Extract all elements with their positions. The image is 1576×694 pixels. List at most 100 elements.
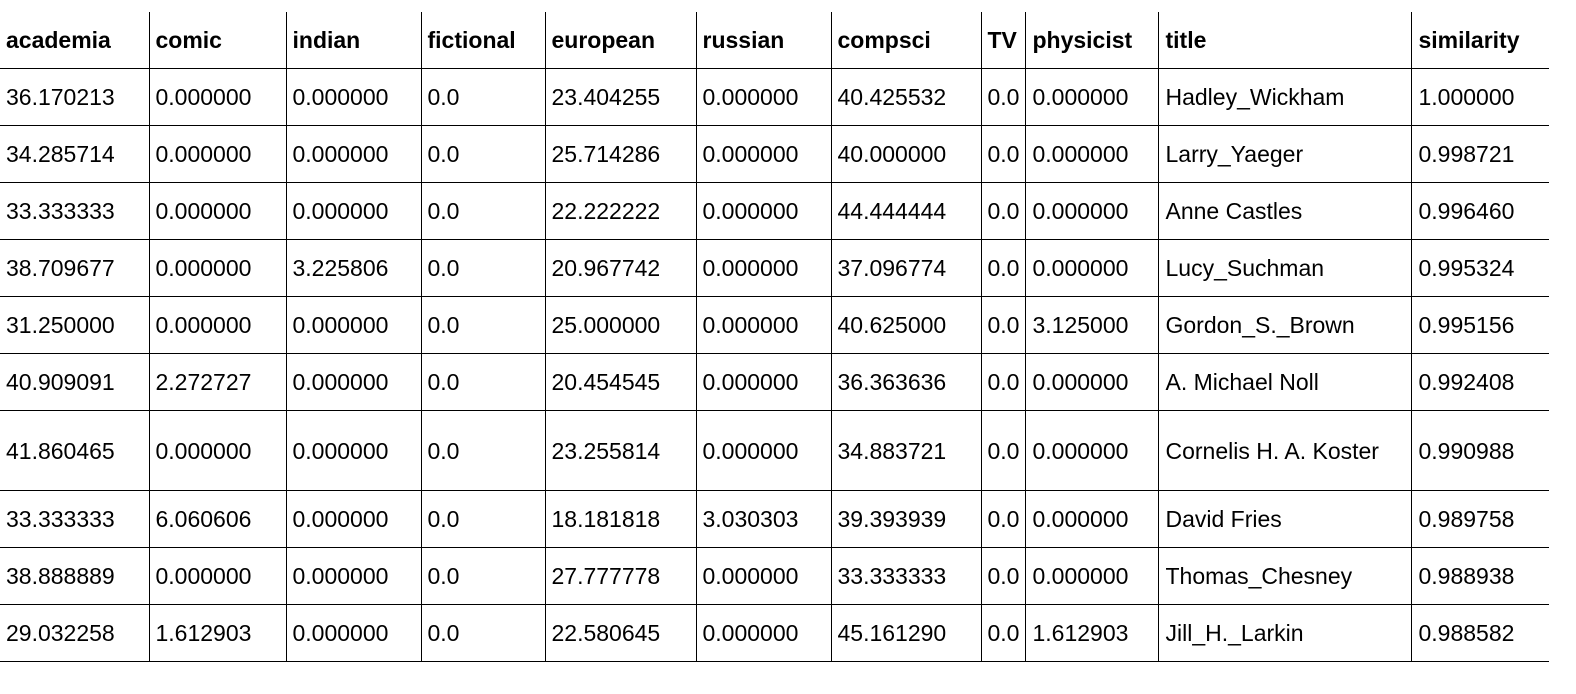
cell-comic: 0.000000 [148,182,287,240]
cell-similarity: 0.988938 [1411,547,1549,605]
cell-physicist: 0.000000 [1025,239,1160,297]
cell-russian: 0.000000 [695,125,832,183]
cell-european: 20.454545 [544,353,697,411]
cell-academia: 36.170213 [0,68,150,126]
cell-european: 23.255814 [544,410,697,491]
cell-compsci: 45.161290 [830,604,982,662]
cell-compsci: 44.444444 [830,182,982,240]
column-header-fictional: fictional [420,12,546,69]
cell-comic: 1.612903 [148,604,287,662]
table-row: 36.170213 0.000000 0.000000 0.0 23.404255 0.0… [0,68,1549,126]
cell-comic: 2.272727 [148,353,287,411]
cell-indian: 3.225806 [285,239,422,297]
cell-comic: 6.060606 [148,490,287,548]
cell-european: 22.222222 [544,182,697,240]
cell-academia: 31.250000 [0,296,150,354]
table-header-row: academia comic indian fictional european… [0,12,1549,69]
cell-compsci: 40.625000 [830,296,982,354]
column-header-similarity: similarity [1411,12,1549,69]
cell-european: 23.404255 [544,68,697,126]
column-header-physicist: physicist [1025,12,1160,69]
cell-russian: 0.000000 [695,68,832,126]
cell-title: Anne Castles [1158,182,1413,240]
cell-indian: 0.000000 [285,296,422,354]
cell-academia: 38.888889 [0,547,150,605]
cell-similarity: 0.990988 [1411,410,1549,491]
table-body: 36.170213 0.000000 0.000000 0.0 23.404255 0.0… [0,68,1549,662]
column-header-academia: academia [0,12,150,69]
cell-physicist: 3.125000 [1025,296,1160,354]
cell-academia: 33.333333 [0,490,150,548]
cell-russian: 0.000000 [695,296,832,354]
cell-russian: 0.000000 [695,547,832,605]
cell-compsci: 39.393939 [830,490,982,548]
cell-compsci: 40.000000 [830,125,982,183]
cell-tv: 0.0 [980,239,1027,297]
table-row: 40.909091 2.272727 0.000000 0.0 20.454545 0.0… [0,353,1549,411]
cell-comic: 0.000000 [148,239,287,297]
cell-european: 18.181818 [544,490,697,548]
cell-fictional: 0.0 [420,125,546,183]
cell-comic: 0.000000 [148,68,287,126]
table-row: 41.860465 0.000000 0.000000 0.0 23.255814 0.0… [0,410,1549,491]
cell-compsci: 33.333333 [830,547,982,605]
column-header-tv: TV [980,12,1027,69]
cell-title: Gordon_S._Brown [1158,296,1413,354]
cell-fictional: 0.0 [420,353,546,411]
cell-similarity: 0.989758 [1411,490,1549,548]
cell-physicist: 0.000000 [1025,490,1160,548]
cell-tv: 0.0 [980,182,1027,240]
cell-compsci: 37.096774 [830,239,982,297]
cell-academia: 33.333333 [0,182,150,240]
column-header-compsci: compsci [830,12,982,69]
cell-similarity: 0.998721 [1411,125,1549,183]
cell-indian: 0.000000 [285,547,422,605]
cell-similarity: 0.992408 [1411,353,1549,411]
table-row: 34.285714 0.000000 0.000000 0.0 25.714286 0.0… [0,125,1549,183]
column-header-russian: russian [695,12,832,69]
cell-russian: 0.000000 [695,239,832,297]
cell-european: 22.580645 [544,604,697,662]
cell-compsci: 36.363636 [830,353,982,411]
column-header-indian: indian [285,12,422,69]
cell-physicist: 1.612903 [1025,604,1160,662]
table-row: 38.888889 0.000000 0.000000 0.0 27.777778 0.0… [0,547,1549,605]
cell-indian: 0.000000 [285,125,422,183]
table-row: 33.333333 6.060606 0.000000 0.0 18.181818 3.0… [0,490,1549,548]
cell-comic: 0.000000 [148,547,287,605]
cell-fictional: 0.0 [420,490,546,548]
column-header-title: title [1158,12,1413,69]
cell-physicist: 0.000000 [1025,68,1160,126]
results-table: academia comic indian fictional european… [0,12,1549,662]
cell-title: Thomas_Chesney [1158,547,1413,605]
cell-european: 27.777778 [544,547,697,605]
cell-physicist: 0.000000 [1025,182,1160,240]
cell-indian: 0.000000 [285,410,422,491]
cell-comic: 0.000000 [148,410,287,491]
cell-physicist: 0.000000 [1025,547,1160,605]
cell-compsci: 34.883721 [830,410,982,491]
cell-european: 20.967742 [544,239,697,297]
cell-russian: 0.000000 [695,604,832,662]
cell-tv: 0.0 [980,410,1027,491]
cell-indian: 0.000000 [285,490,422,548]
cell-similarity: 0.996460 [1411,182,1549,240]
cell-title: Jill_H._Larkin [1158,604,1413,662]
cell-fictional: 0.0 [420,296,546,354]
cell-russian: 0.000000 [695,410,832,491]
cell-similarity: 0.995324 [1411,239,1549,297]
cell-fictional: 0.0 [420,604,546,662]
cell-indian: 0.000000 [285,353,422,411]
cell-tv: 0.0 [980,125,1027,183]
cell-tv: 0.0 [980,296,1027,354]
cell-similarity: 0.988582 [1411,604,1549,662]
cell-physicist: 0.000000 [1025,353,1160,411]
cell-fictional: 0.0 [420,68,546,126]
cell-indian: 0.000000 [285,604,422,662]
cell-russian: 0.000000 [695,353,832,411]
cell-similarity: 0.995156 [1411,296,1549,354]
cell-fictional: 0.0 [420,547,546,605]
table-row: 29.032258 1.612903 0.000000 0.0 22.580645 0.0… [0,604,1549,662]
column-header-european: european [544,12,697,69]
results-table-container: academia comic indian fictional european… [0,12,1549,662]
